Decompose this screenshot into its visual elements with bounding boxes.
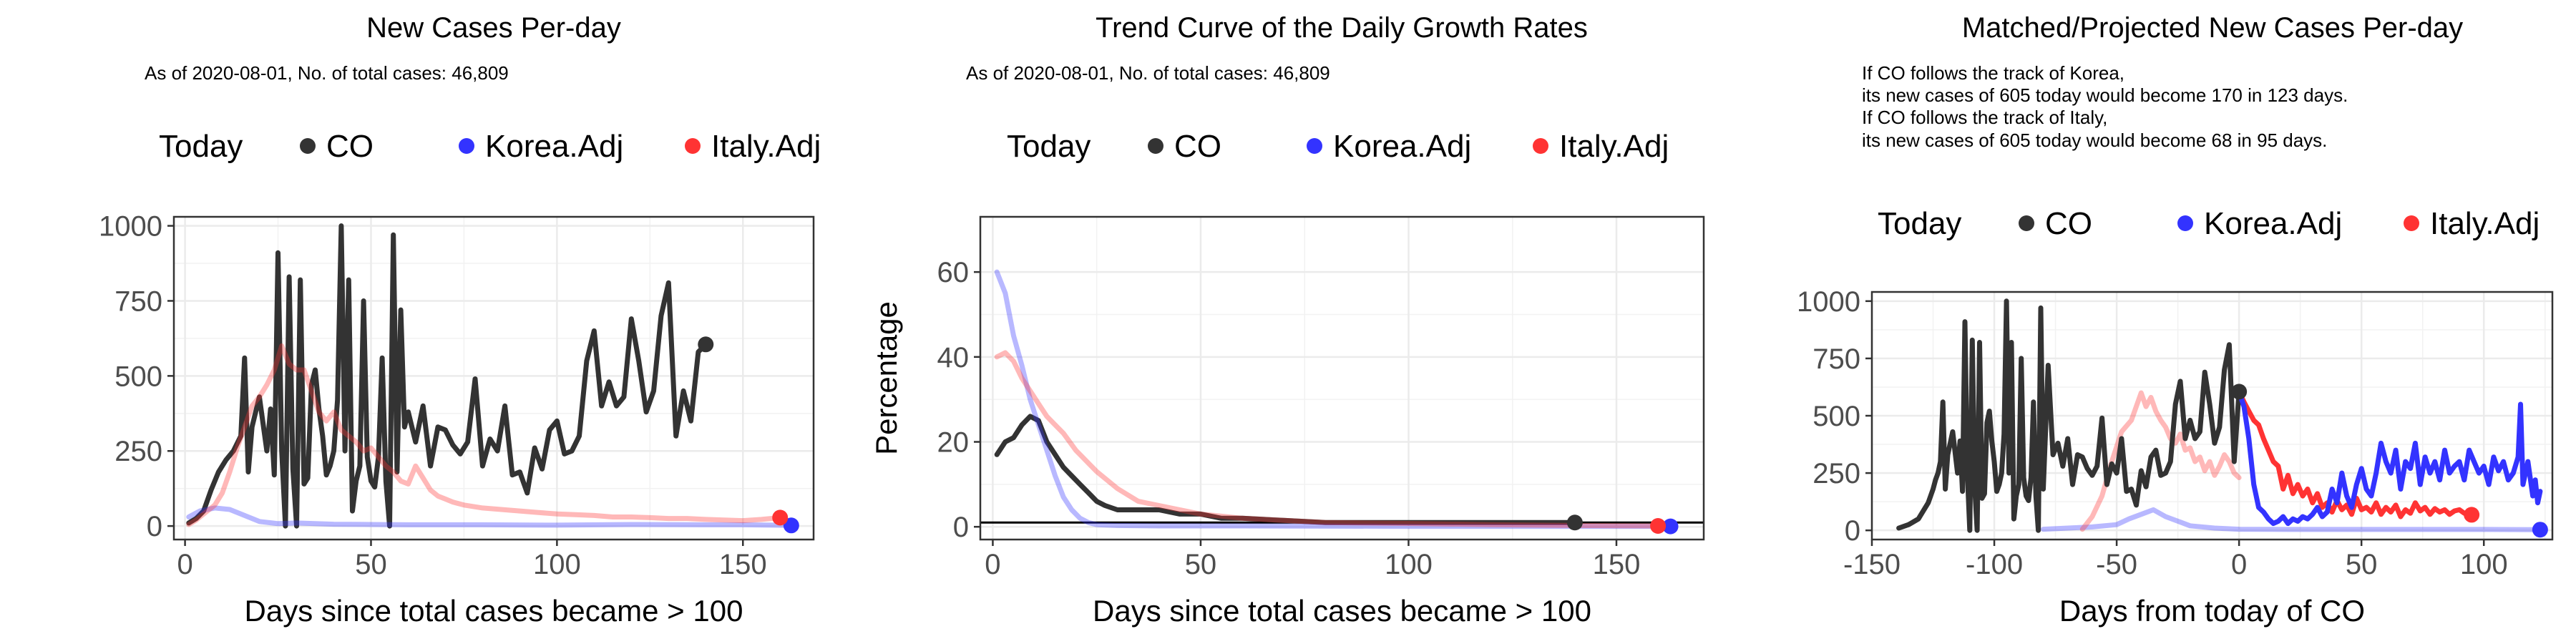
legend: Today CO Korea.Adj Italy.Adj <box>1007 129 1669 164</box>
series-line-co <box>186 223 708 529</box>
x-tick-label: -150 <box>1843 549 1901 580</box>
legend-key-co <box>2019 215 2034 231</box>
y-tick-label: 1000 <box>99 211 162 243</box>
series-group <box>994 269 1673 530</box>
chart-subtitle-line: As of 2020-08-01, No. of total cases: 46… <box>145 62 509 84</box>
legend-key-korea-adj <box>1307 138 1322 154</box>
chart-title: New Cases Per-day <box>366 12 621 44</box>
grid <box>174 217 814 540</box>
series-line-korea-adj <box>994 269 1673 530</box>
y-axis-label: Percentage <box>869 301 903 455</box>
legend-label: CO <box>2045 206 2092 241</box>
y-tick-label: 40 <box>937 342 970 374</box>
series-group <box>1896 298 2543 533</box>
legend-label: Italy.Adj <box>711 129 821 164</box>
x-tick-label: 100 <box>2460 549 2508 580</box>
x-tick-label: 0 <box>2231 549 2247 580</box>
x-tick-label: -50 <box>2096 549 2137 580</box>
today-point-italy-adj <box>1650 518 1667 535</box>
series-line-korea-adj <box>2041 507 2543 532</box>
grid <box>980 217 1704 540</box>
today-point-italy-adj <box>772 509 789 526</box>
y-tick-label: 500 <box>1813 401 1860 432</box>
series-line-korea-adj <box>2236 389 2543 527</box>
today-point-co <box>2231 384 2248 400</box>
x-tick-label: 150 <box>1593 549 1641 580</box>
series-line-co <box>994 414 1578 525</box>
legend-key-korea-adj <box>459 138 474 154</box>
panel-1: New Cases Per-day As of 2020-08-01, No. o… <box>99 12 821 628</box>
y-tick-label: 60 <box>937 257 970 288</box>
legend-key-italy-adj <box>685 138 701 154</box>
legend-title: Today <box>159 129 243 164</box>
legend-title: Today <box>1007 129 1091 164</box>
x-tick-label: 0 <box>177 549 192 580</box>
y-tick-label: 750 <box>114 286 162 317</box>
today-point-korea-adj <box>2532 522 2548 538</box>
legend-key-korea-adj <box>2177 215 2193 231</box>
plot-area <box>980 217 1704 540</box>
chart-title: Matched/Projected New Cases Per-day <box>1962 12 2463 44</box>
x-axis-label: Days since total cases became > 100 <box>245 594 743 628</box>
panel-2: Trend Curve of the Daily Growth Rates As … <box>869 12 1705 628</box>
chart-subtitle-line: If CO follows the track of Italy, <box>1862 107 2107 128</box>
x-tick-label: 100 <box>533 549 581 580</box>
x-tick-label: 50 <box>355 549 387 580</box>
y-tick-label: 20 <box>937 427 970 459</box>
x-tick-label: 150 <box>719 549 767 580</box>
y-tick-label: 0 <box>1845 515 1860 547</box>
legend-label: Korea.Adj <box>485 129 623 164</box>
chart-subtitle-line: As of 2020-08-01, No. of total cases: 46… <box>966 62 1330 84</box>
panel-border <box>979 215 1705 541</box>
x-tick-label: 50 <box>2346 549 2378 580</box>
x-tick-label: 100 <box>1385 549 1433 580</box>
y-tick-label: 0 <box>953 512 969 543</box>
today-point-co <box>698 336 714 353</box>
x-tick-label: 0 <box>985 549 1000 580</box>
y-tick-label: 750 <box>1813 343 1860 375</box>
chart-subtitle-line: If CO follows the track of Korea, <box>1862 62 2124 84</box>
legend-label: Korea.Adj <box>2204 206 2342 241</box>
legend-title: Today <box>1878 206 1961 241</box>
legend-key-co <box>300 138 316 154</box>
legend-label: CO <box>326 129 374 164</box>
chart-subtitle-line: its new cases of 605 today would become … <box>1862 130 2327 151</box>
legend-key-italy-adj <box>2404 215 2419 231</box>
y-tick-label: 0 <box>147 511 162 542</box>
legend-label: CO <box>1174 129 1221 164</box>
today-point-korea-adj <box>1662 518 1679 535</box>
today-point-korea-adj <box>783 517 799 534</box>
series-line-italy-adj <box>2079 390 2242 532</box>
series-group <box>186 223 794 529</box>
x-tick-label: 50 <box>1185 549 1217 580</box>
x-axis-label: Days from today of CO <box>2059 594 2365 628</box>
today-point-co <box>1566 514 1583 531</box>
series-line-korea-adj <box>186 505 794 528</box>
x-tick-label: -100 <box>1966 549 2023 580</box>
series-line-co <box>1896 298 2242 533</box>
legend-label: Italy.Adj <box>2430 206 2540 241</box>
today-point-italy-adj <box>2464 507 2480 523</box>
legend-label: Italy.Adj <box>1559 129 1669 164</box>
legend-key-italy-adj <box>1533 138 1548 154</box>
legend-label: Korea.Adj <box>1333 129 1471 164</box>
panel-border <box>172 215 815 541</box>
legend-key-co <box>1148 138 1163 154</box>
y-tick-label: 500 <box>114 361 162 392</box>
legend: Today CO Korea.Adj Italy.Adj <box>159 129 821 164</box>
x-axis-label: Days since total cases became > 100 <box>1093 594 1591 628</box>
series-line-italy-adj <box>994 350 1661 529</box>
panel-3: Matched/Projected New Cases Per-day If CO… <box>1797 12 2554 628</box>
chart-subtitle-line: its new cases of 605 today would become … <box>1862 84 2348 106</box>
y-tick-label: 250 <box>114 436 162 467</box>
y-tick-label: 250 <box>1813 458 1860 489</box>
y-tick-label: 1000 <box>1797 286 1860 318</box>
chart-title: Trend Curve of the Daily Growth Rates <box>1096 12 1588 44</box>
legend: Today CO Korea.Adj Italy.Adj <box>1878 206 2540 241</box>
series-line-italy-adj <box>186 343 783 527</box>
